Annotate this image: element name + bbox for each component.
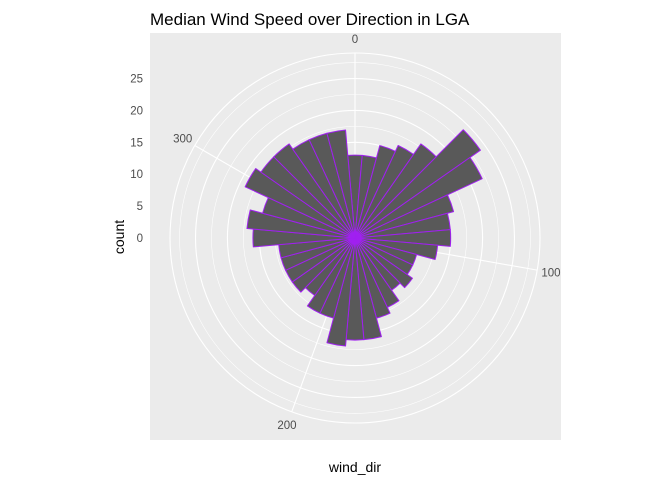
chart-title: Median Wind Speed over Direction in LGA <box>150 10 470 29</box>
x-tick-label: 100 <box>541 268 560 280</box>
x-tick-label: 300 <box>173 134 192 146</box>
bar-320 <box>273 143 356 239</box>
y-axis-title: count <box>111 220 127 254</box>
x-axis-title: wind_dir <box>328 459 381 475</box>
x-tick-label: 0 <box>352 34 358 46</box>
y-tick-label: 10 <box>130 169 143 181</box>
y-tick-label: 25 <box>130 74 143 86</box>
y-tick-label: 5 <box>137 201 143 213</box>
radius-tick-labels: 0 5 10 15 20 25 <box>130 74 143 245</box>
bars <box>244 129 483 347</box>
bar-70 <box>354 194 455 239</box>
bar-130 <box>354 237 413 289</box>
angle-tick-labels: 0 100 200 300 <box>173 34 561 432</box>
bar-300 <box>244 167 356 239</box>
y-tick-label: 15 <box>130 137 143 149</box>
bar-60 <box>354 157 483 239</box>
x-tick-label: 200 <box>277 420 296 432</box>
bar-350 <box>326 129 356 239</box>
bar-90 <box>354 229 452 247</box>
y-tick-label: 0 <box>137 233 143 245</box>
bar-210 <box>306 237 356 314</box>
bar-50 <box>354 129 481 239</box>
y-tick-label: 20 <box>130 105 143 117</box>
